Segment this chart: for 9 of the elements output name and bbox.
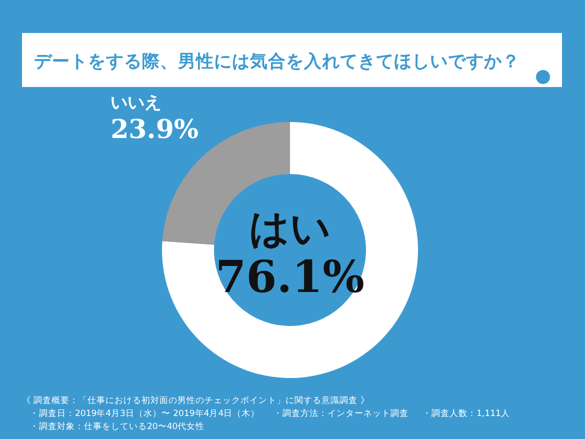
slice-label: いいえ <box>110 93 162 114</box>
data-label: 23.9% <box>110 115 199 146</box>
chart-title: デートをする際、男性には気合を入れてきてほしいですか？ <box>34 51 520 72</box>
text: ・調査人数：1,111人 <box>422 408 510 419</box>
slice-label: はい <box>249 206 331 252</box>
text: ・調査日：2019年4月3日（水）〜 2019年4月4日（木） <box>30 408 260 419</box>
text: ・調査対象：仕事をしている20〜40代女性 <box>30 421 205 432</box>
text: 《 調査概要：「仕事における初対面の男性のチェックポイント」に関する意識調査 》 <box>22 395 370 406</box>
text: ・調査方法：インターネット調査 <box>274 408 409 419</box>
